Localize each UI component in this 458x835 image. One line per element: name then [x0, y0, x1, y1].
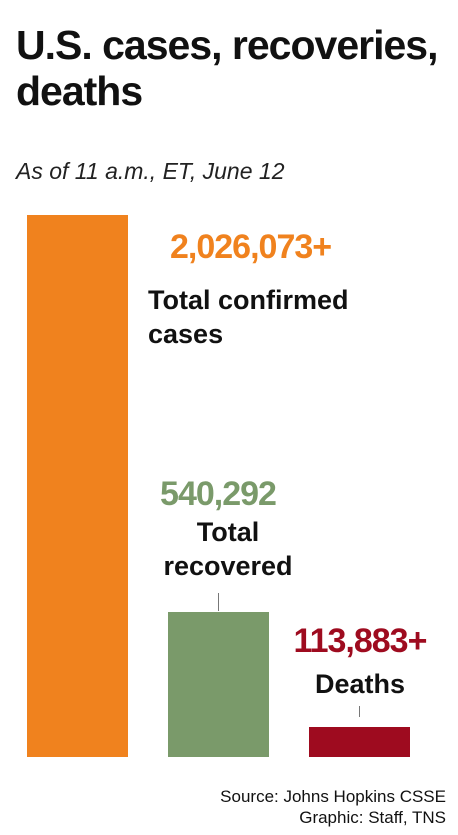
value-label: 113,883+ — [293, 622, 428, 660]
source: Source: Johns Hopkins CSSE — [220, 787, 446, 806]
chart-title: U.S. cases, recoveries, deaths — [16, 22, 438, 114]
credit: Graphic: Staff, TNS — [299, 808, 446, 827]
category-label: Total confirmed cases — [148, 285, 349, 349]
category-label: Deaths — [314, 669, 406, 699]
leader-line — [359, 706, 360, 717]
leader-line — [218, 593, 219, 611]
value-label: 2,026,073+ — [170, 228, 332, 266]
bar — [309, 726, 410, 757]
bar — [168, 612, 269, 757]
bar — [27, 215, 128, 757]
chart-subtitle: As of 11 a.m., ET, June 12 — [16, 158, 285, 184]
category-label: Total recovered — [163, 517, 293, 581]
value-label: 540,292 — [160, 475, 277, 513]
